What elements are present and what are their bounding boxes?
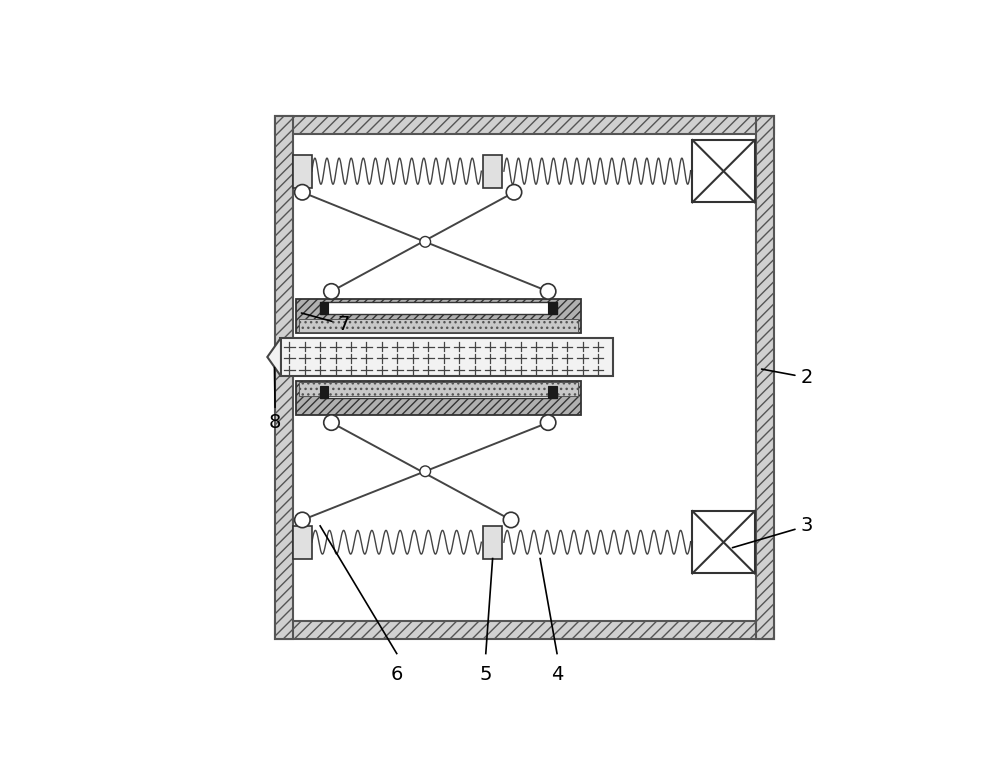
Bar	[320, 302, 328, 314]
Text: 6: 6	[391, 665, 403, 685]
Bar	[280, 338, 613, 376]
Bar	[756, 116, 774, 638]
Bar	[293, 134, 756, 621]
Bar	[692, 140, 755, 202]
Circle shape	[324, 284, 339, 299]
Circle shape	[295, 512, 310, 527]
Bar	[275, 621, 774, 638]
Circle shape	[420, 466, 431, 476]
Text: 4: 4	[551, 665, 563, 685]
Text: 8: 8	[269, 368, 281, 432]
Text: 2: 2	[762, 368, 813, 387]
Circle shape	[295, 184, 310, 200]
Bar	[296, 298, 581, 333]
Circle shape	[503, 512, 519, 527]
Text: 5: 5	[480, 665, 492, 685]
Polygon shape	[267, 338, 281, 376]
Bar	[483, 526, 502, 558]
Bar	[548, 386, 557, 399]
Circle shape	[540, 284, 556, 299]
Bar	[299, 318, 578, 332]
Bar	[296, 381, 581, 416]
Bar	[299, 382, 578, 396]
Circle shape	[540, 415, 556, 430]
Circle shape	[420, 237, 431, 247]
Bar	[483, 155, 502, 187]
Bar	[692, 511, 755, 574]
Bar	[275, 116, 774, 134]
Circle shape	[324, 415, 339, 430]
Bar	[293, 526, 312, 558]
Bar	[320, 386, 557, 399]
Bar	[275, 116, 293, 638]
Text: 3: 3	[732, 517, 813, 547]
Bar	[320, 302, 557, 314]
Text: 7: 7	[301, 313, 350, 334]
Bar	[293, 155, 312, 187]
Bar	[320, 386, 328, 399]
Bar	[548, 302, 557, 314]
Circle shape	[506, 184, 522, 200]
